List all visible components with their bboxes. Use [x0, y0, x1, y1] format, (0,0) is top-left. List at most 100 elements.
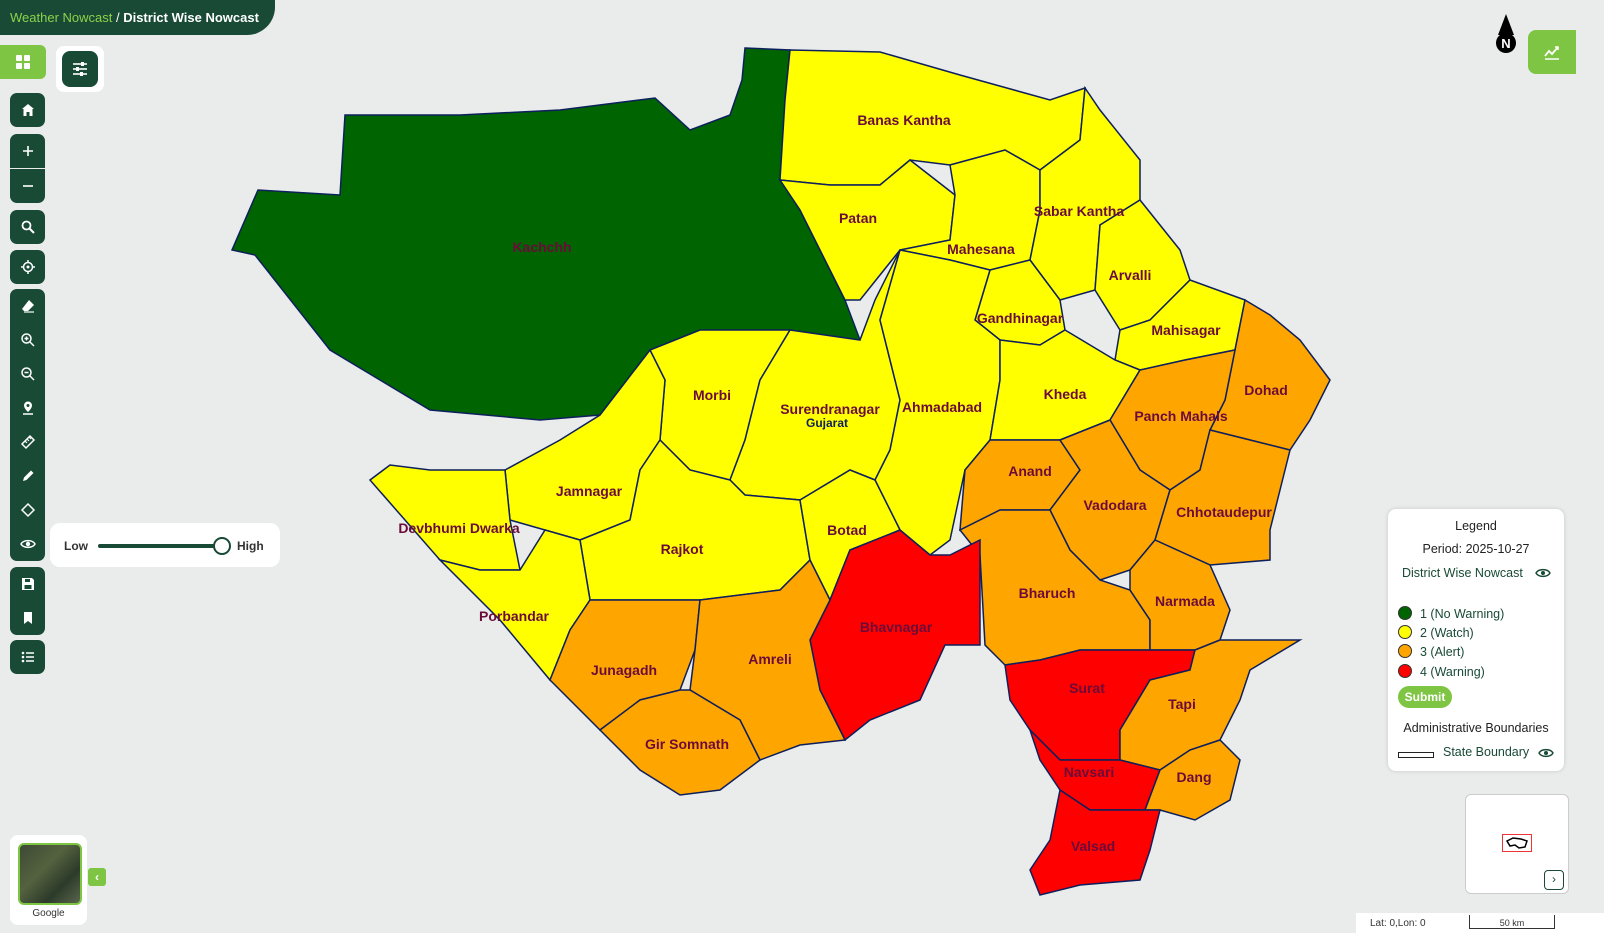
- label-banas-kantha: Banas Kantha: [857, 112, 951, 128]
- state-boundary-swatch: [1398, 752, 1434, 758]
- layer-list-button[interactable]: [10, 640, 45, 674]
- zoom-out-button[interactable]: [10, 169, 45, 203]
- state-boundary-label: State Boundary: [1443, 745, 1530, 759]
- zoom-out-icon: [20, 367, 35, 381]
- zoom-box-out-button[interactable]: [10, 357, 45, 391]
- label-navsari: Navsari: [1064, 764, 1115, 780]
- label-bharuch: Bharuch: [1019, 585, 1076, 601]
- measure-button[interactable]: [10, 425, 45, 459]
- slider-low-label: Low: [64, 539, 88, 553]
- label-sabar-kantha: Sabar Kantha: [1034, 203, 1124, 219]
- legend-item-alert: 3 (Alert): [1398, 644, 1464, 659]
- save-button[interactable]: [10, 567, 45, 601]
- legend-item-no-warning: 1 (No Warning): [1398, 606, 1504, 621]
- basemap-thumbnail[interactable]: [18, 843, 82, 905]
- plus-icon: [22, 146, 33, 156]
- latlon-readout: Lat: 0,Lon: 0: [1370, 918, 1426, 929]
- overview-extent-box[interactable]: [1502, 834, 1532, 852]
- zoom-in-icon: [20, 333, 35, 347]
- draw-button[interactable]: [10, 459, 45, 493]
- legend-layer-name: District Wise Nowcast: [1402, 566, 1523, 580]
- label-mahisagar: Mahisagar: [1151, 322, 1221, 338]
- crosshair-icon: [20, 260, 35, 274]
- layer-visibility-eye-icon[interactable]: [1535, 566, 1551, 580]
- district-valsad[interactable]: [1029, 788, 1161, 896]
- home-button[interactable]: [10, 93, 45, 127]
- shape-button[interactable]: [10, 493, 45, 527]
- sliders-icon: [73, 62, 87, 76]
- chart-line-icon: [1544, 46, 1559, 60]
- search-button[interactable]: [10, 210, 45, 244]
- label-dang: Dang: [1177, 769, 1212, 785]
- breadcrumb-current: District Wise Nowcast: [123, 10, 259, 25]
- label-vadodara: Vadodara: [1083, 497, 1146, 513]
- overview-map[interactable]: ›: [1465, 794, 1569, 894]
- overview-state-shape: [1505, 837, 1528, 849]
- zoom-in-button[interactable]: [10, 134, 45, 168]
- marker-button[interactable]: [10, 391, 45, 425]
- breadcrumb-separator: /: [112, 10, 124, 25]
- label-porbandar: Porbandar: [479, 608, 550, 624]
- label-ahmadabad: Ahmadabad: [902, 399, 982, 415]
- district-ahmadabad[interactable]: [874, 249, 1001, 556]
- opacity-slider-track[interactable]: [98, 544, 226, 548]
- legend-item-warning: 4 (Warning): [1398, 664, 1485, 679]
- north-arrow-icon: N: [1496, 14, 1516, 53]
- opacity-slider-handle[interactable]: [213, 537, 231, 555]
- eraser-button[interactable]: [10, 289, 45, 323]
- visibility-button[interactable]: [10, 527, 45, 561]
- label-jamnagar: Jamnagar: [556, 483, 623, 499]
- legend-period: Period: 2025-10-27: [1422, 542, 1530, 556]
- label-anand: Anand: [1008, 463, 1052, 479]
- home-icon: [21, 104, 34, 116]
- analytics-panel-button[interactable]: [1528, 30, 1576, 74]
- locate-button[interactable]: [10, 250, 45, 284]
- legend-item-watch: 2 (Watch): [1398, 625, 1474, 640]
- app-grid-button[interactable]: [0, 45, 46, 79]
- label-valsad: Valsad: [1071, 838, 1115, 854]
- bookmark-button[interactable]: [10, 601, 45, 635]
- breadcrumb-parent[interactable]: Weather Nowcast: [10, 10, 113, 25]
- collapse-basemap-button[interactable]: ‹: [88, 868, 106, 886]
- search-icon: [21, 220, 35, 234]
- label-kheda: Kheda: [1044, 386, 1087, 402]
- label-rajkot: Rajkot: [661, 541, 704, 557]
- district-devbhumi-dwarka[interactable]: [368, 464, 521, 571]
- legend-swatch-orange: [1398, 644, 1412, 658]
- overview-toggle-button[interactable]: ›: [1544, 870, 1564, 890]
- label-amreli: Amreli: [748, 651, 792, 667]
- label-state-gujarat: Gujarat: [806, 416, 848, 430]
- grid-icon: [16, 55, 30, 69]
- legend-title: Legend: [1455, 519, 1497, 533]
- basemap-switcher[interactable]: Google: [10, 835, 87, 925]
- eraser-icon: [21, 300, 34, 313]
- status-bar: Lat: 0,Lon: 0 50 km: [1356, 913, 1604, 933]
- label-surat: Surat: [1069, 680, 1105, 696]
- boundary-visibility-eye-icon[interactable]: [1538, 746, 1554, 760]
- label-junagadh: Junagadh: [591, 662, 657, 678]
- filter-panel: [56, 46, 104, 92]
- compass-label: N: [1501, 36, 1510, 51]
- legend-submit-button[interactable]: Submit: [1398, 686, 1452, 708]
- label-surendranagar: Surendranagar: [780, 401, 880, 417]
- label-devbhumi-dwarka: Devbhumi Dwarka: [398, 520, 520, 536]
- pencil-icon: [22, 470, 33, 481]
- breadcrumb: Weather Nowcast / District Wise Nowcast: [0, 0, 275, 35]
- scale-bar: 50 km: [1469, 915, 1555, 929]
- label-tapi: Tapi: [1168, 696, 1196, 712]
- label-morbi: Morbi: [693, 387, 731, 403]
- admin-boundaries-title: Administrative Boundaries: [1403, 721, 1549, 735]
- save-icon: [21, 578, 34, 590]
- minus-icon: [22, 185, 33, 187]
- filter-settings-button[interactable]: [62, 51, 98, 87]
- label-patan: Patan: [839, 210, 877, 226]
- district-gir-somnath[interactable]: [598, 689, 761, 796]
- zoom-box-in-button[interactable]: [10, 323, 45, 357]
- list-icon: [21, 651, 34, 663]
- district-porbandar[interactable]: [437, 529, 591, 682]
- label-arvalli: Arvalli: [1109, 267, 1152, 283]
- map-marker-icon: [22, 401, 33, 415]
- slider-high-label: High: [237, 539, 264, 553]
- label-dohad: Dohad: [1244, 382, 1288, 398]
